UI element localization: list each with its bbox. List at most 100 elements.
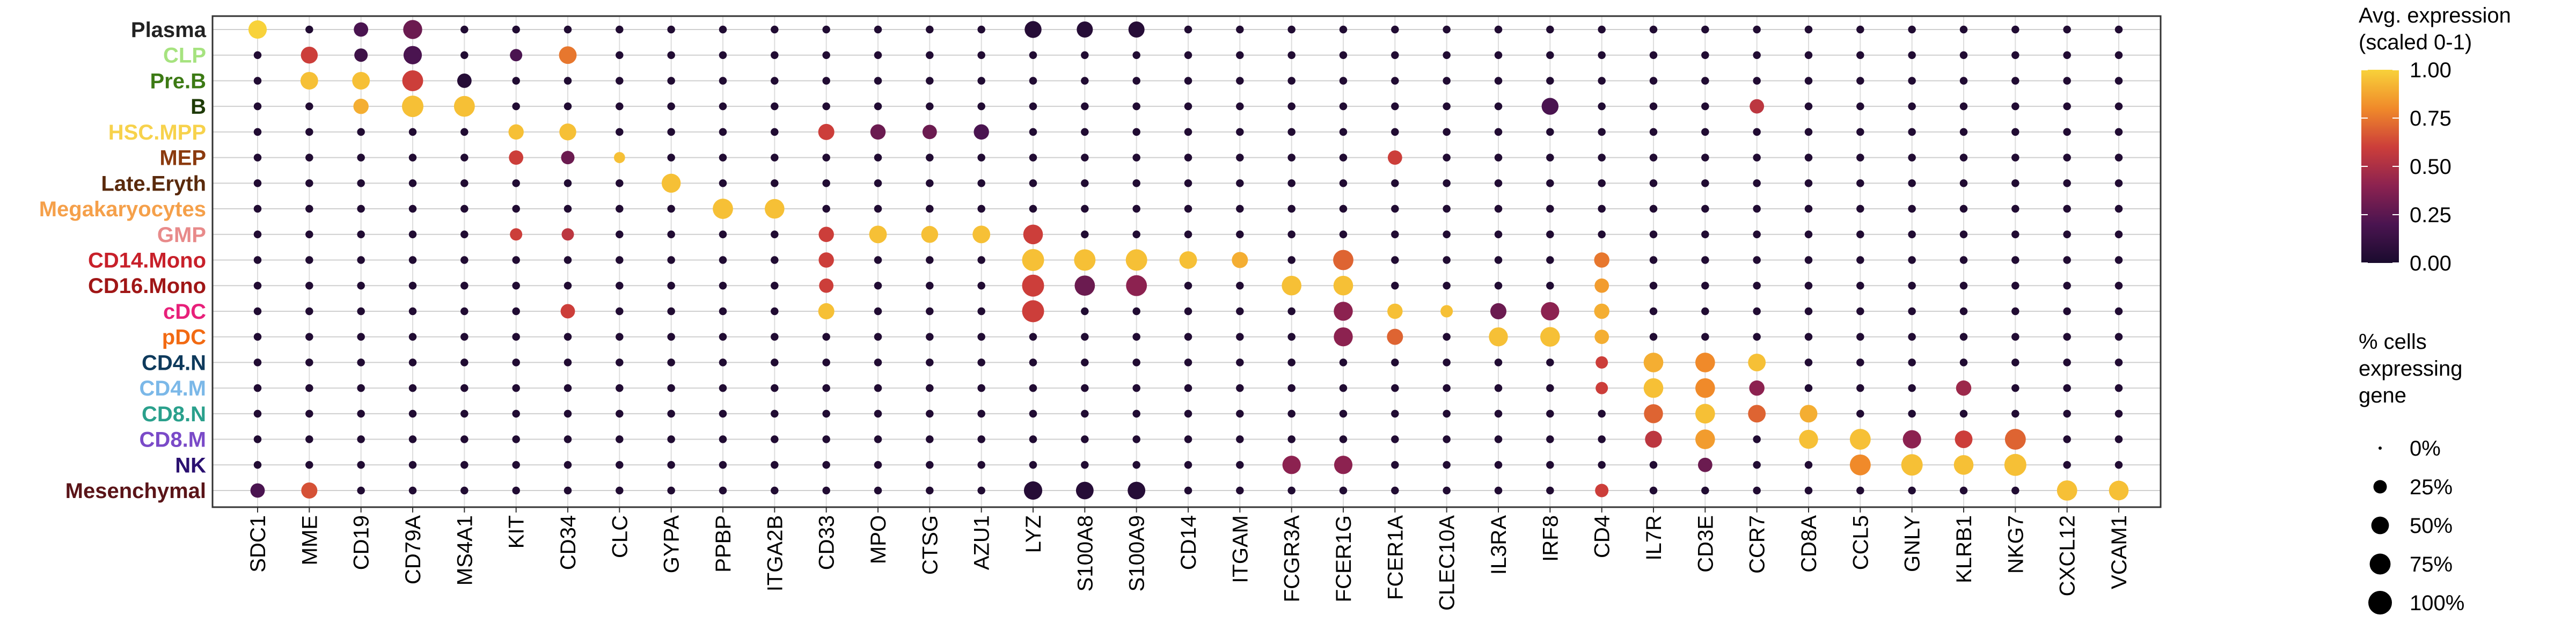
size-legend-label: 50%	[2410, 514, 2453, 538]
dot	[1804, 358, 1813, 367]
x-tick-label: SDC1	[246, 515, 270, 573]
dot	[719, 153, 727, 162]
dot	[354, 48, 368, 62]
colorbar-tick-label: 0.75	[2410, 107, 2451, 130]
dot	[1753, 486, 1761, 495]
dot	[822, 25, 830, 34]
dot	[977, 25, 985, 34]
dot	[719, 333, 727, 341]
size-legend-label: 25%	[2410, 475, 2453, 499]
dot	[460, 179, 469, 187]
dot	[874, 461, 882, 469]
dot	[460, 256, 469, 264]
dot	[1023, 481, 1043, 500]
dot	[512, 204, 520, 213]
dot	[1701, 333, 1709, 341]
dot	[771, 153, 779, 162]
dot	[564, 486, 572, 495]
y-tick-label: Late.Eryth	[101, 172, 206, 195]
dot	[1081, 77, 1089, 85]
dot	[1804, 25, 1813, 34]
dot	[1546, 486, 1554, 495]
dot	[1695, 404, 1715, 424]
x-tick-label: ITGAM	[1228, 515, 1252, 583]
dot	[1959, 179, 1968, 187]
dot	[1959, 51, 1968, 59]
dot	[1287, 51, 1296, 59]
dot	[559, 46, 577, 64]
dot	[1649, 102, 1658, 111]
dot	[1132, 409, 1140, 418]
dot	[719, 435, 727, 443]
y-tick-label: pDC	[162, 326, 206, 349]
colorbar-tick-label: 0.00	[2410, 252, 2451, 275]
dot	[2114, 256, 2123, 264]
dot	[460, 307, 469, 316]
color-legend: Avg. expression (scaled 0-1) 1.00 0.75 0.50 0…	[2359, 4, 2511, 275]
dot	[1494, 435, 1503, 443]
dot	[2063, 128, 2071, 136]
dot	[2063, 179, 2071, 187]
dot	[2011, 384, 2019, 392]
dot	[1387, 328, 1403, 345]
dot	[1132, 333, 1140, 341]
x-axis-labels: SDC1 MME CD19 CD79A MS4A1 KIT CD34 CLC GYPA PPBP I…	[246, 507, 2131, 611]
dot	[1236, 102, 1244, 111]
dot	[1443, 77, 1451, 85]
dot	[1443, 486, 1451, 495]
dot	[1489, 327, 1508, 347]
dot	[512, 179, 520, 187]
dot	[357, 384, 365, 392]
dot	[771, 128, 779, 136]
dot	[1908, 128, 1916, 136]
dot	[2063, 102, 2071, 111]
dot	[1649, 333, 1658, 341]
dot	[1236, 230, 1244, 239]
dot	[667, 307, 675, 316]
dot	[1856, 281, 1864, 290]
dot	[1697, 457, 1713, 472]
dot	[926, 307, 934, 316]
dot	[667, 486, 675, 495]
dot	[1546, 256, 1554, 264]
dot	[719, 25, 727, 34]
dot	[977, 333, 985, 341]
dot	[1443, 204, 1451, 213]
dot	[1804, 179, 1813, 187]
x-tick-label: CD3E	[1694, 515, 1717, 573]
dot	[1753, 51, 1761, 59]
dot	[1081, 51, 1089, 59]
dot	[305, 333, 313, 341]
dot	[1908, 179, 1916, 187]
dot	[719, 281, 727, 290]
dot	[616, 384, 624, 392]
dot	[305, 179, 313, 187]
dot	[1287, 435, 1296, 443]
dot	[1132, 51, 1140, 59]
dot	[874, 358, 882, 367]
dot	[822, 179, 830, 187]
dot	[2114, 307, 2123, 316]
dot	[1649, 51, 1658, 59]
dot	[771, 307, 779, 316]
dot	[1649, 204, 1658, 213]
dot	[1804, 153, 1813, 162]
dot	[1339, 25, 1348, 34]
dot	[1184, 204, 1192, 213]
dot	[2063, 25, 2071, 34]
dot	[250, 483, 265, 498]
dot	[1959, 409, 1968, 418]
dot	[352, 72, 370, 90]
dot	[1908, 153, 1916, 162]
dot	[1132, 179, 1140, 187]
dot	[2114, 153, 2123, 162]
dot	[2004, 429, 2026, 450]
dot	[408, 256, 417, 264]
dot	[719, 461, 727, 469]
dot	[874, 153, 882, 162]
dot	[1443, 461, 1451, 469]
dot	[1074, 249, 1096, 271]
dot	[1541, 302, 1560, 321]
size-legend-label: 100%	[2410, 591, 2464, 615]
dot	[926, 384, 934, 392]
